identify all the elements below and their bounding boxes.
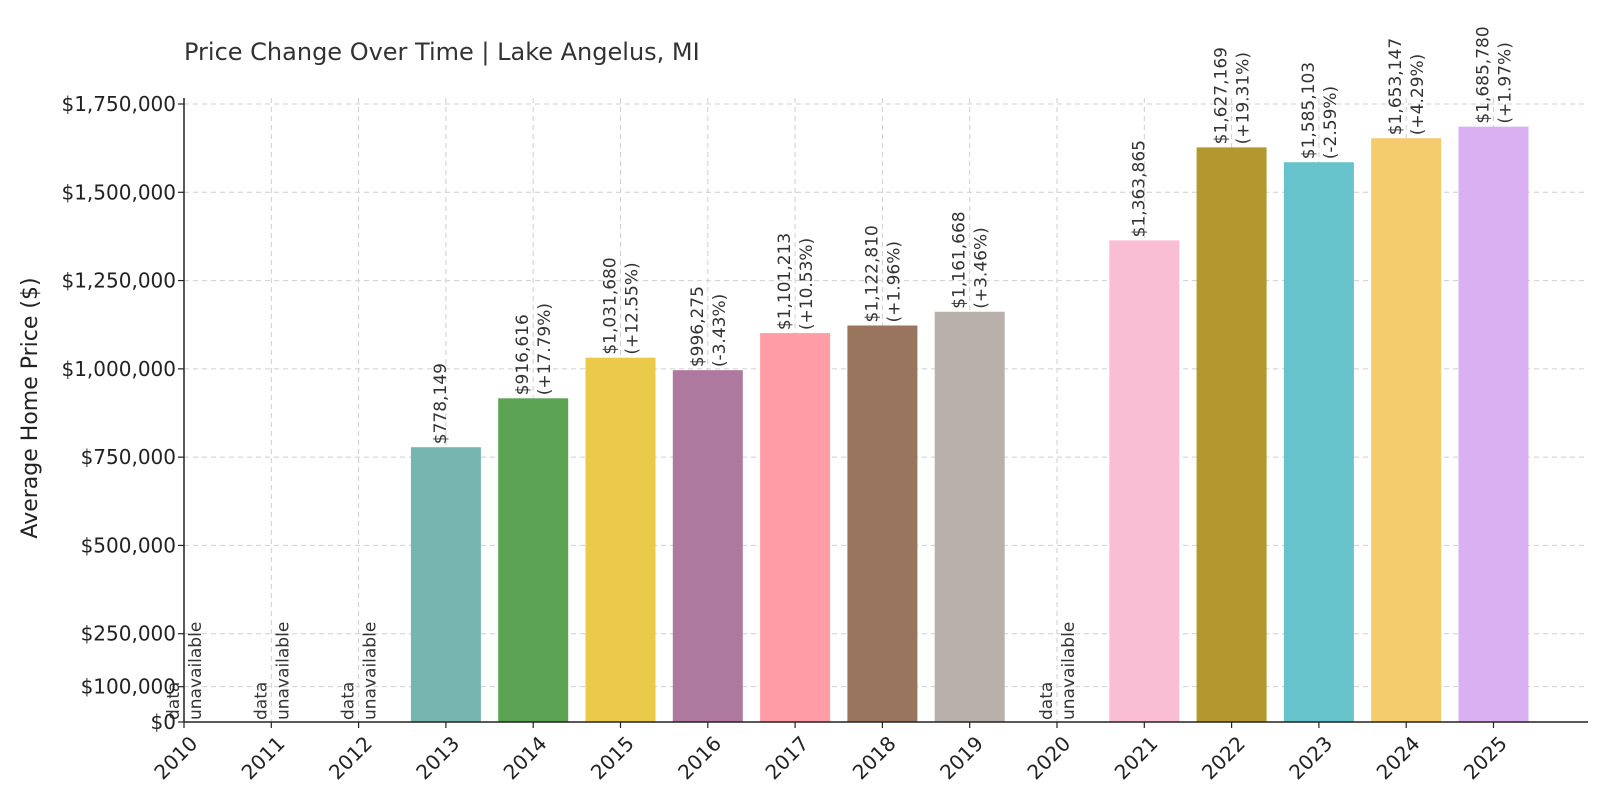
bar-label-2023: $1,585,103 (-2.59%)	[1299, 62, 1341, 159]
y-tick-label: $250,000	[81, 622, 176, 646]
bar-label-2015: $1,031,680 (+12.55%)	[601, 257, 643, 354]
bar-label-2012: data unavailable	[339, 622, 381, 720]
y-tick-label: $100,000	[81, 675, 176, 699]
bar-label-line: unavailable	[186, 622, 206, 720]
x-tick-label: 2017	[760, 731, 813, 784]
bar-label-line: (+3.46%)	[972, 227, 992, 309]
bar-2017	[760, 333, 831, 722]
bar-label-line: unavailable	[1059, 622, 1079, 720]
bars	[410, 126, 1529, 723]
y-tick-label: $0	[151, 710, 176, 734]
bar-label-line: data	[1037, 682, 1057, 720]
x-tick-label: 2021	[1110, 731, 1163, 784]
bar-2024	[1371, 138, 1442, 722]
bar-2016	[672, 370, 743, 722]
bar-2025	[1458, 126, 1529, 722]
bar-label-line: (+17.79%)	[535, 303, 555, 395]
y-tick-label: $750,000	[81, 445, 176, 469]
x-tick-label: 2014	[499, 731, 552, 784]
bar-label-2010: data unavailable	[164, 622, 206, 720]
bar-label-line: $1,585,103	[1299, 62, 1319, 159]
bar-label-line: (+1.96%)	[884, 241, 904, 323]
axes	[183, 98, 1588, 723]
bar-2021	[1109, 240, 1180, 722]
bar-2018	[847, 325, 918, 722]
bar-labels: data unavailable data unavailable data unavai…	[164, 26, 1516, 720]
bar-2013	[410, 447, 481, 722]
bar-label-2021: $1,363,865	[1129, 140, 1149, 237]
x-ticks: 2010 2011 2012 2013 2014 2015 2016 2017 2018 2019…	[149, 722, 1512, 784]
x-tick-label: 2023	[1284, 731, 1337, 784]
bar-2022	[1196, 147, 1267, 722]
x-tick-label: 2010	[149, 731, 202, 784]
bar-label-line: $778,149	[431, 363, 451, 444]
x-tick-label: 2024	[1372, 731, 1425, 784]
bar-label-2024: $1,653,147 (+4.29%)	[1386, 38, 1428, 135]
y-tick-label: $1,750,000	[61, 92, 176, 116]
y-tick-label: $1,000,000	[61, 357, 176, 381]
chart-title: Price Change Over Time | Lake Angelus, M…	[184, 38, 700, 66]
x-tick-label: 2011	[237, 731, 290, 784]
x-tick-label: 2013	[411, 731, 464, 784]
bar-label-line: $1,363,865	[1129, 140, 1149, 237]
bar-label-line: data	[164, 682, 184, 720]
bar-2015	[585, 357, 656, 722]
bar-label-2022: $1,627,169 (+19.31%)	[1212, 47, 1254, 144]
bar-label-2017: $1,101,213 (+10.53%)	[775, 233, 817, 330]
bar-label-line: $996,275	[688, 286, 708, 367]
x-tick-label: 2025	[1459, 731, 1512, 784]
bar-label-line: data	[251, 682, 271, 720]
x-tick-label: 2020	[1022, 731, 1075, 784]
bar-label-2019: $1,161,668 (+3.46%)	[950, 211, 992, 308]
bar-2014	[498, 398, 569, 722]
bar-label-line: $1,031,680	[601, 257, 621, 354]
x-tick-label: 2012	[324, 731, 377, 784]
bar-label-line: $1,161,668	[950, 211, 970, 308]
bar-label-line: $916,616	[513, 314, 533, 395]
x-tick-label: 2015	[586, 731, 639, 784]
bar-label-line: $1,627,169	[1212, 47, 1232, 144]
bar-label-line: $1,653,147	[1386, 38, 1406, 135]
x-tick-label: 2016	[673, 731, 726, 784]
bar-label-line: (+10.53%)	[797, 238, 817, 330]
bar-label-line: unavailable	[361, 622, 381, 720]
bar-label-2025: $1,685,780 (+1.97%)	[1474, 26, 1516, 123]
x-tick-label: 2019	[935, 731, 988, 784]
bar-label-2016: $996,275 (-3.43%)	[688, 286, 730, 367]
bar-label-2018: $1,122,810 (+1.96%)	[862, 225, 904, 322]
bar-label-line: data	[339, 682, 359, 720]
bar-label-line: $1,685,780	[1474, 26, 1494, 123]
y-tick-label: $1,250,000	[61, 269, 176, 293]
x-tick-label: 2018	[848, 731, 901, 784]
bar-label-line: unavailable	[273, 622, 293, 720]
bar-label-line: (-3.43%)	[710, 294, 730, 367]
bar-label-line: (+19.31%)	[1234, 52, 1254, 144]
bar-label-line: (+12.55%)	[623, 262, 643, 354]
bar-label-line: (+1.97%)	[1496, 42, 1516, 124]
bar-label-line: $1,122,810	[862, 225, 882, 322]
y-tick-label: $1,500,000	[61, 180, 176, 204]
bar-label-line: $1,101,213	[775, 233, 795, 330]
bar-2019	[934, 311, 1005, 722]
y-ticks: $0 $100,000 $250,000 $500,000 $750,000 $1,000…	[61, 92, 184, 734]
bar-2023	[1283, 162, 1354, 723]
bar-label-line: (+4.29%)	[1408, 54, 1428, 136]
bar-label-line: (-2.59%)	[1321, 86, 1341, 159]
x-tick-label: 2022	[1197, 731, 1250, 784]
bar-label-2011: data unavailable	[251, 622, 293, 720]
bar-label-2020: data unavailable	[1037, 622, 1079, 720]
bar-label-2013: $778,149	[431, 363, 451, 444]
y-tick-label: $500,000	[81, 533, 176, 557]
y-axis-label: Average Home Price ($)	[18, 277, 43, 538]
bar-label-2014: $916,616 (+17.79%)	[513, 303, 555, 395]
